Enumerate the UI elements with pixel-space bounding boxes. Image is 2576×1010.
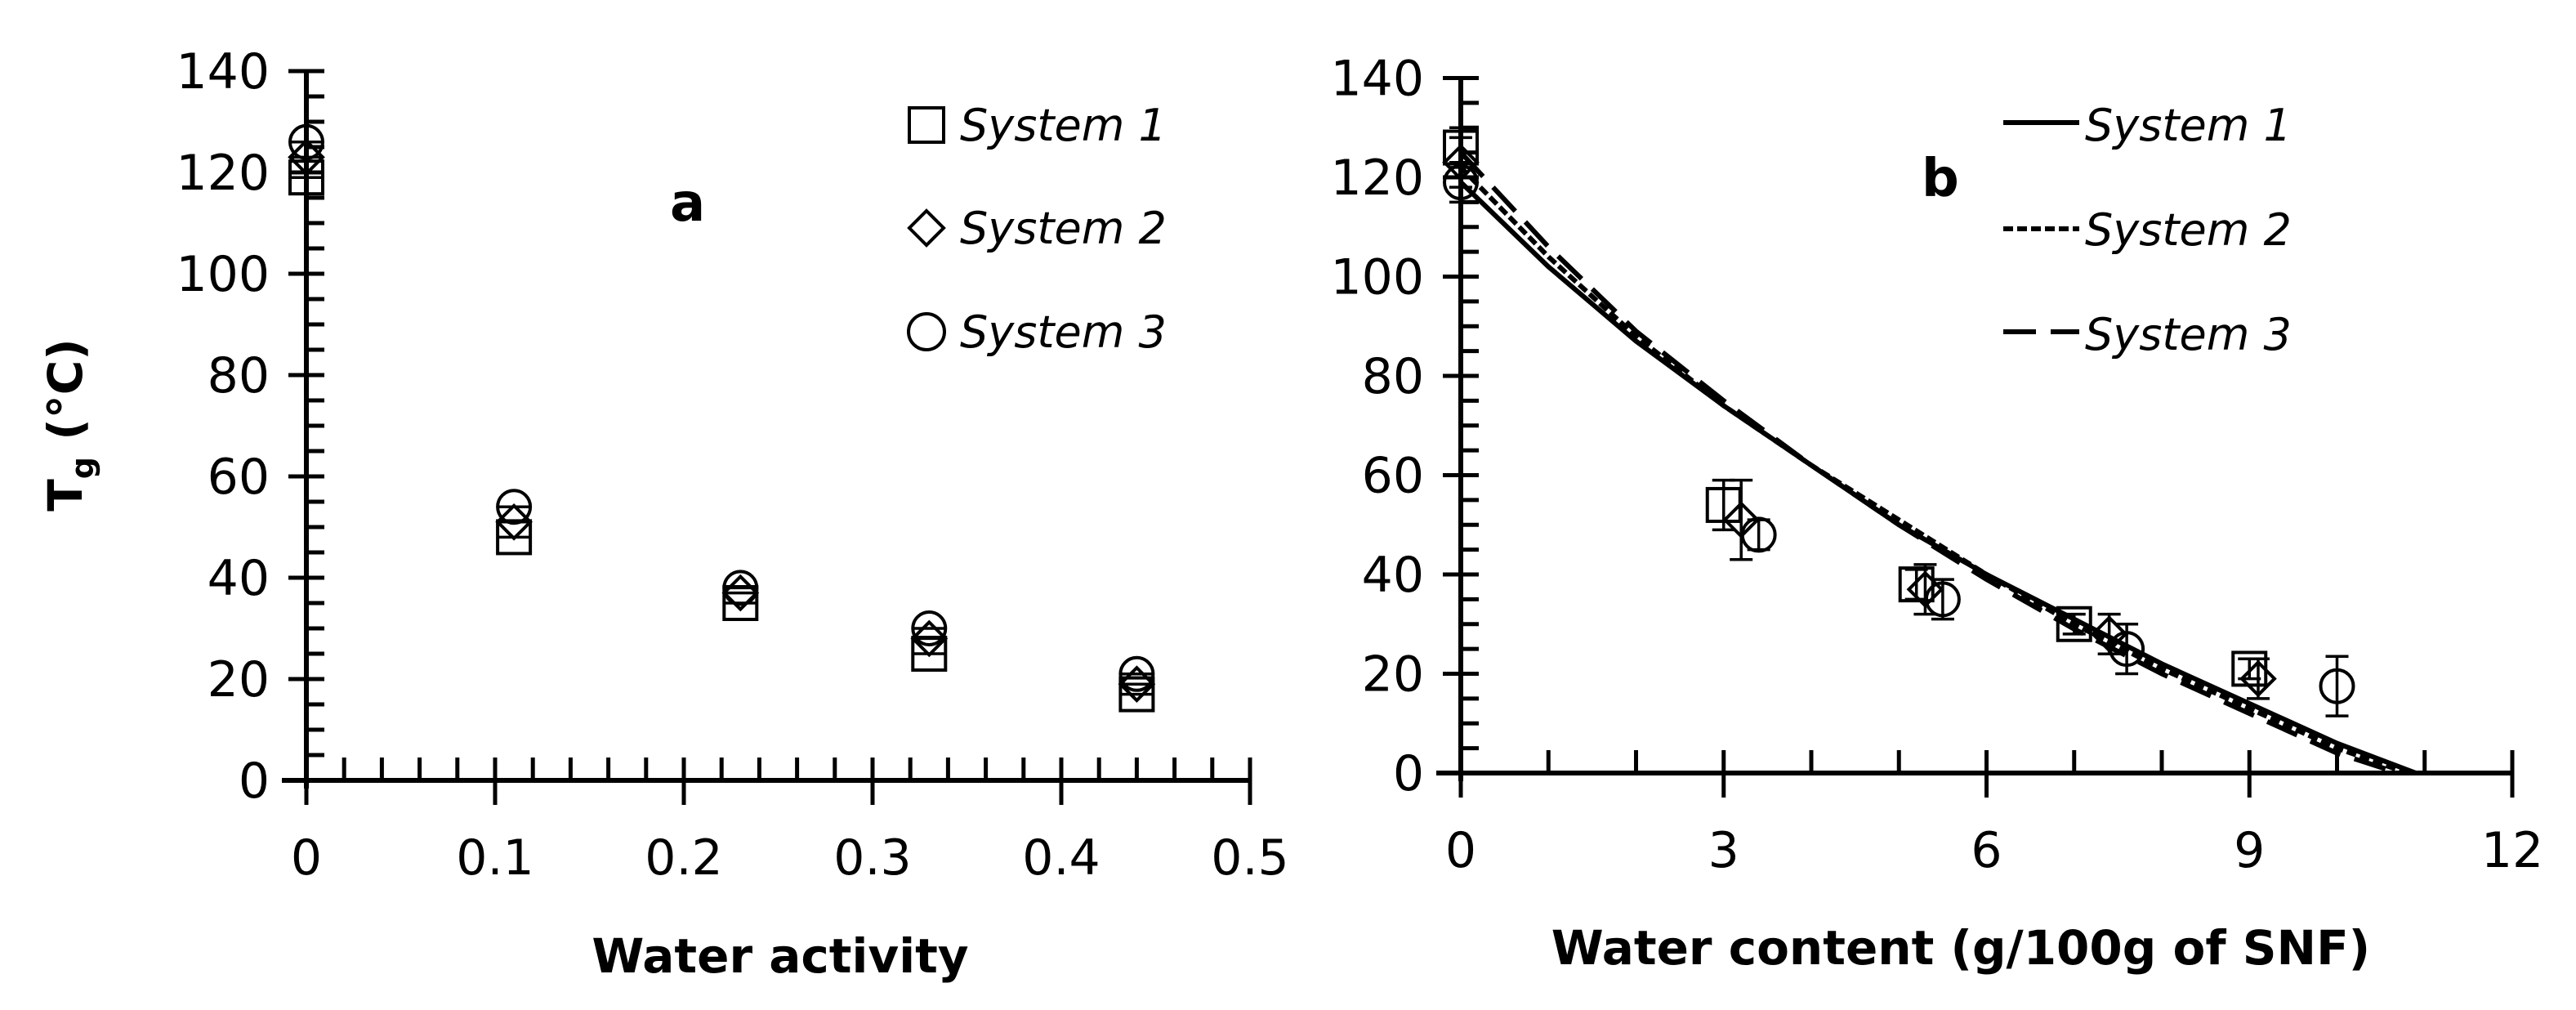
y-tick-label: 140 [1330,51,1424,108]
panel-b-fit-curves [1458,150,2418,775]
y-tick-label: 100 [176,246,270,303]
diamond-marker [910,619,949,658]
circle-marker [2109,631,2145,668]
square-icon [908,106,945,144]
y-tick-label: 20 [208,651,270,708]
circle-marker [288,123,324,160]
panel-a-x-axis-title: Water activity [592,928,968,984]
circle-marker [496,489,533,525]
x-tick-label: 0.3 [833,829,911,887]
y-tick-label: 80 [208,347,270,404]
panel-a-x-axis: 0 0.1 0.2 0.3 0.4 0.5 [282,758,1289,887]
x-tick-label: 0.1 [456,829,534,887]
panel-a: 0 20 40 60 80 100 120 140 0 0.1 0.2 0.3 0.4 0.5 a Sy… [38,43,1289,984]
circle-marker [1924,581,1961,618]
legend-item-system-1: System 1 [2003,100,2292,151]
x-tick-label: 0.4 [1022,829,1100,887]
diamond-marker [1118,665,1156,704]
y-tick-label: 60 [208,449,270,506]
x-tick-label: 6 [1971,822,2002,879]
diamond-marker [288,138,325,177]
fit-curve-short-dash [1458,165,2409,775]
x-tick-label: 0 [291,829,322,887]
circle-marker [2319,668,2355,704]
fit-curve-long-dash [1458,150,2400,775]
x-tick-label: 0.2 [645,829,722,887]
panel-a-points [288,123,1156,713]
panel-a-y-axis-title: Tg (°C) [38,338,100,512]
panel-b-x-axis-title: Water content (g/100g of SNF) [1551,920,2370,976]
legend-item-system-3: System 3 [2003,309,2292,360]
x-tick-label: 12 [2481,822,2543,879]
panel-b-label: b [1922,149,1959,209]
y-tick-label: 80 [1362,348,1424,405]
x-tick-label: 0.5 [1211,829,1288,887]
panel-b-y-axis: 0 20 40 60 80 100 120 140 [1330,51,1479,802]
diamond-marker [495,503,533,541]
panel-a-y-axis: 0 20 40 60 80 100 120 140 [176,43,324,810]
legend-label: System 2 [2085,204,2292,256]
diamond-marker [2239,659,2277,698]
y-tick-label: 140 [176,43,270,101]
panel-a-legend: System 1 System 2 System 3 [907,100,1167,358]
panel-b-x-axis: 0 3 6 9 12 [1436,750,2543,879]
svg-text:Tg (°C): Tg (°C) [38,338,100,512]
square-marker [1118,676,1155,713]
panel-b: 0 20 40 60 80 100 120 140 0 3 6 9 12 b System 1 Sys… [1330,51,2543,976]
y-tick-label: 40 [208,550,270,607]
legend-item-system-1: System 1 [908,100,1167,151]
legend-item-system-3: System 3 [907,306,1167,358]
legend-label: System 1 [2085,100,2292,151]
y-tick-label: 120 [176,145,270,202]
x-tick-label: 3 [1708,822,1739,879]
panel-a-label: a [670,173,705,234]
panel-b-legend: System 1 System 2 System 3 [2003,100,2292,360]
y-tick-label: 0 [239,753,270,810]
legend-item-system-2: System 2 [2003,204,2292,256]
y-tick-label: 100 [1330,249,1424,306]
square-marker [288,159,324,196]
x-tick-label: 0 [1445,822,1476,879]
legend-label: System 1 [960,100,1167,151]
y-tick-label: 60 [1362,448,1424,505]
legend-label: System 3 [2085,309,2292,360]
fit-curve-solid [1458,180,2418,775]
y-tick-label: 20 [1362,646,1424,704]
legend-label: System 3 [960,306,1167,358]
diamond-icon [907,208,946,248]
x-tick-label: 9 [2234,822,2265,879]
y-tick-label: 0 [1393,745,1424,802]
circle-marker [1118,655,1155,692]
circle-marker [1443,164,1479,201]
y-tick-label: 120 [1330,150,1424,207]
circle-marker [722,570,759,606]
circle-marker [1740,516,1777,553]
legend-item-system-2: System 2 [907,203,1167,254]
panel-b-points [1442,126,2355,717]
y-tick-label: 40 [1362,547,1424,604]
circle-icon [907,312,946,351]
legend-label: System 2 [960,203,1167,254]
circle-marker [911,610,948,646]
square-marker [2056,606,2092,642]
